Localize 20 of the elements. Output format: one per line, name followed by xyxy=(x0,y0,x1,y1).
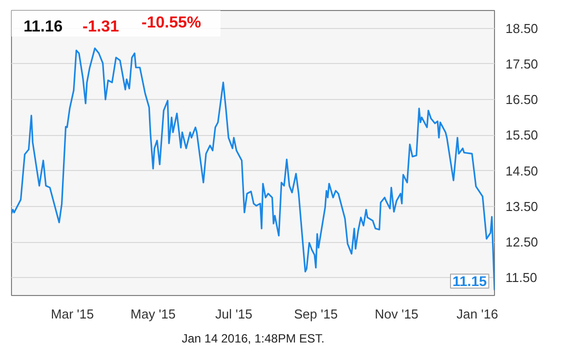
y-tick-label: 13.50 xyxy=(506,198,538,214)
y-tick-label: 16.50 xyxy=(506,92,538,108)
annotation: -10.55% xyxy=(142,14,202,32)
line-series xyxy=(12,47,494,291)
text: Jan 14 2016, 1:48PM EST. xyxy=(182,332,325,346)
y-tick-label: 14.50 xyxy=(506,163,538,178)
x-tick-label: May '15 xyxy=(130,306,176,322)
annotation: 11.16 xyxy=(24,18,63,36)
y-tick-label: 12.50 xyxy=(506,234,538,250)
annotation: 11.15 xyxy=(452,273,487,290)
y-tick-label: 15.50 xyxy=(506,128,538,143)
x-tick-label: Mar '15 xyxy=(50,306,94,322)
x-tick-label: Sep '15 xyxy=(294,306,338,322)
y-tick-label: 17.50 xyxy=(506,56,538,72)
y-tick-label: 11.50 xyxy=(506,270,538,286)
x-tick-label: Jan '16 xyxy=(456,306,498,322)
y-tick-label: 18.50 xyxy=(506,20,538,36)
x-tick-label: Jul '15 xyxy=(215,306,252,322)
x-tick-label: Nov '15 xyxy=(374,306,418,322)
annotation: -1.31 xyxy=(82,18,120,36)
